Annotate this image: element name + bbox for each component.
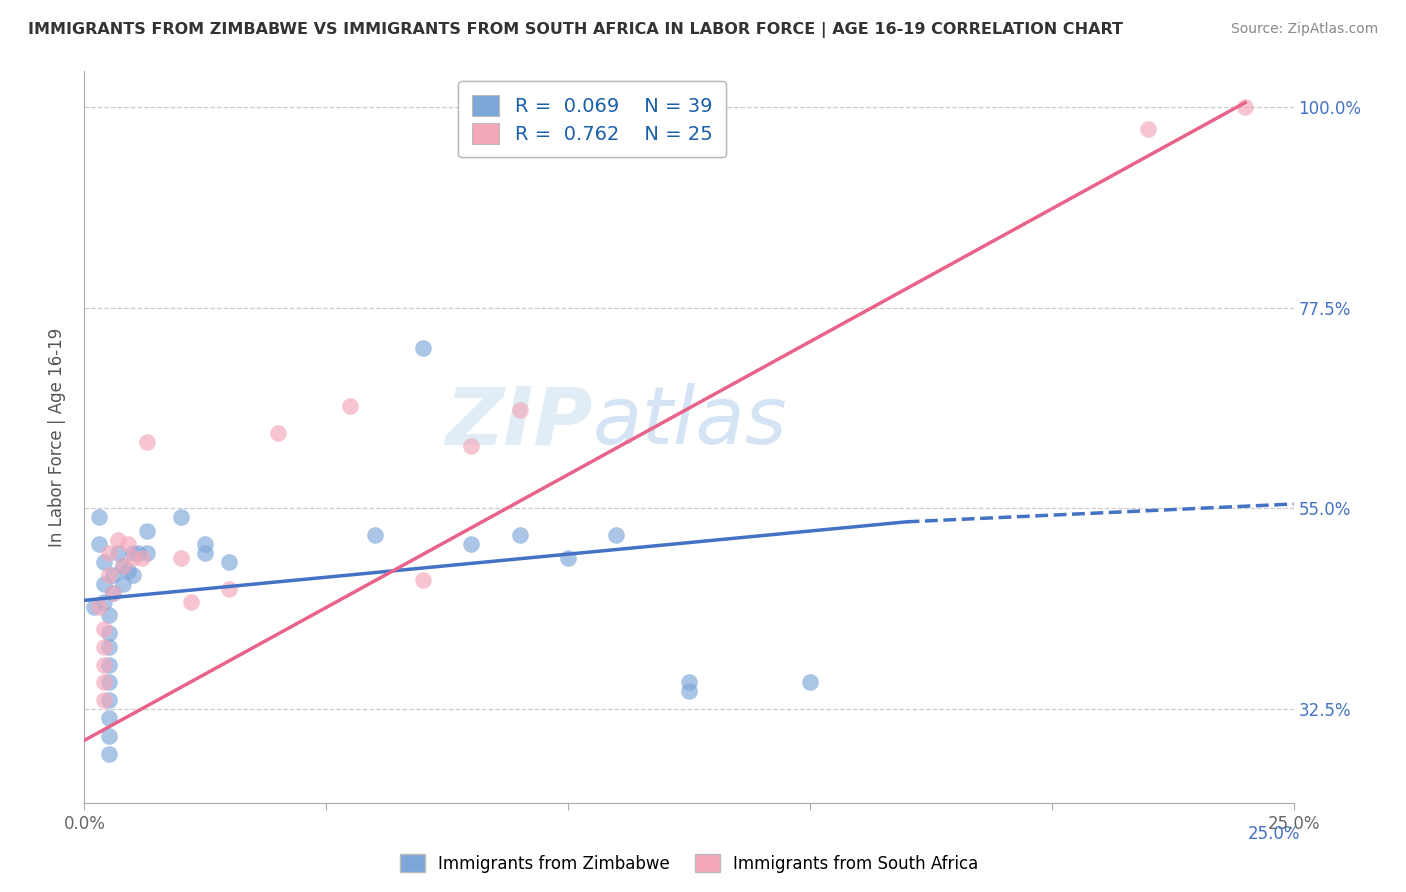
Text: Source: ZipAtlas.com: Source: ZipAtlas.com [1230, 22, 1378, 37]
Text: 25.0%: 25.0% [1249, 825, 1301, 843]
Y-axis label: In Labor Force | Age 16-19: In Labor Force | Age 16-19 [48, 327, 66, 547]
Legend: R =  0.069    N = 39, R =  0.762    N = 25: R = 0.069 N = 39, R = 0.762 N = 25 [458, 81, 725, 158]
Legend: Immigrants from Zimbabwe, Immigrants from South Africa: Immigrants from Zimbabwe, Immigrants fro… [392, 847, 986, 880]
Text: IMMIGRANTS FROM ZIMBABWE VS IMMIGRANTS FROM SOUTH AFRICA IN LABOR FORCE | AGE 16: IMMIGRANTS FROM ZIMBABWE VS IMMIGRANTS F… [28, 22, 1123, 38]
Text: ZIP: ZIP [444, 384, 592, 461]
Text: atlas: atlas [592, 384, 787, 461]
